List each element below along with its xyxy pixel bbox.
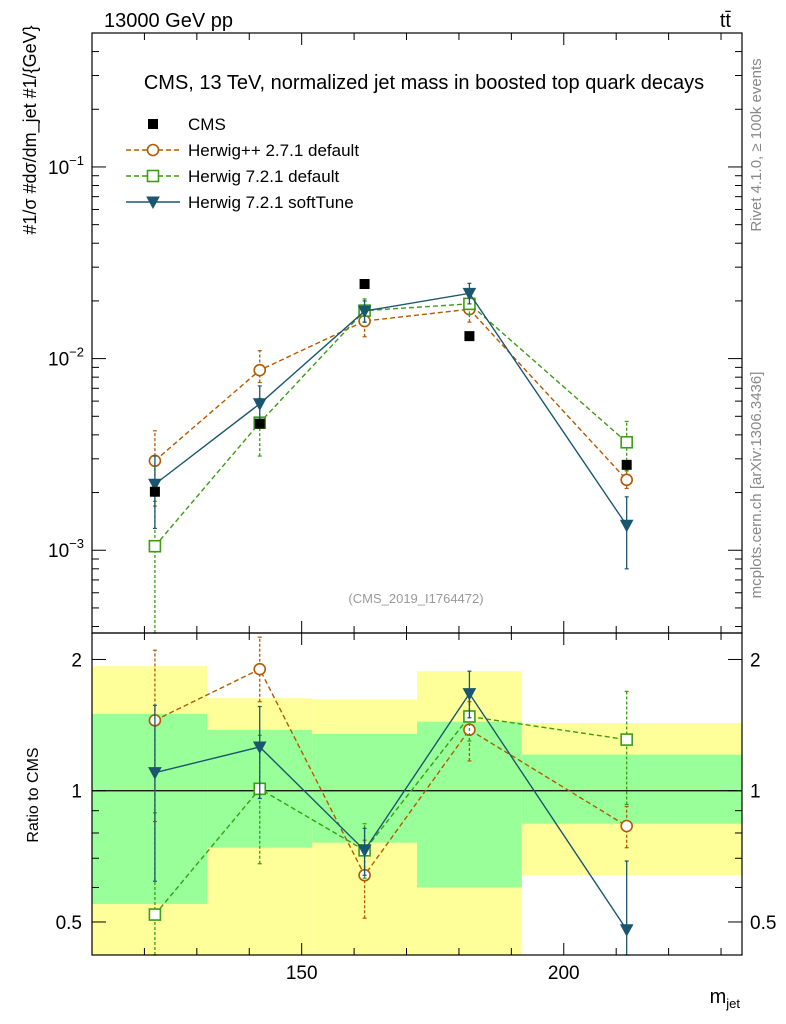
ratio-point xyxy=(148,908,162,921)
data-point xyxy=(148,539,162,553)
x-tick-label: 150 xyxy=(286,963,318,984)
rivet-version-text: Rivet 4.1.0, ≥ 100k events xyxy=(748,58,765,231)
data-point xyxy=(357,305,372,319)
ratio-tick-label-right: 2 xyxy=(750,650,761,671)
cms-point xyxy=(359,279,370,290)
ratio-band-inner xyxy=(92,713,208,904)
data-point xyxy=(252,398,267,411)
ratio-bands xyxy=(92,666,742,955)
ratio-point xyxy=(252,741,267,755)
ratio-point xyxy=(620,819,633,833)
data-point xyxy=(148,478,162,492)
cms-data xyxy=(149,279,632,497)
header-process-label: 13000 GeV pp xyxy=(104,10,233,32)
series-line xyxy=(154,303,628,547)
legend: CMS Herwig++ 2.7.1 default Herwig 7.2.1 de… xyxy=(126,115,359,212)
y-axis-title: #1/σ #dσ/dm_jet #1/{GeV} xyxy=(20,25,41,234)
cms-point xyxy=(149,486,160,497)
y-tick-label: 10−2 xyxy=(48,345,84,371)
legend-label: CMS xyxy=(188,115,226,134)
data-point xyxy=(253,363,267,377)
ratio-point xyxy=(253,662,267,676)
legend-entry: CMS xyxy=(148,115,226,134)
ratio-axis-title: Ratio to CMS xyxy=(25,747,42,842)
rivet-version-label: Rivet 4.1.0, ≥ 100k events xyxy=(748,58,765,231)
legend-entry: Herwig 7.2.1 default xyxy=(126,167,339,186)
legend-label: Herwig++ 2.7.1 default xyxy=(188,141,359,160)
legend-entry: Herwig++ 2.7.1 default xyxy=(126,141,359,160)
ratio-tick-label: 2 xyxy=(71,650,82,671)
ratio-point xyxy=(148,767,162,780)
ratio-point xyxy=(619,924,634,937)
y-tick-label: 10−3 xyxy=(48,536,84,562)
ratio-tick-label-right: 0.5 xyxy=(750,913,776,934)
ratio-tick-label: 0.5 xyxy=(56,913,82,934)
ratio-point xyxy=(462,688,477,701)
header-final-state-label: tt̄ xyxy=(720,10,732,32)
ratio-tick-label: 1 xyxy=(71,782,82,803)
cms-point xyxy=(621,459,632,470)
y-tick-label: 10−1 xyxy=(48,153,84,179)
data-point xyxy=(619,519,634,533)
ratio-tick-label-right: 1 xyxy=(750,782,761,803)
series-1 xyxy=(148,293,633,634)
ratio-band-inner xyxy=(521,754,742,824)
ratio-band-inner xyxy=(417,721,522,888)
cms-point xyxy=(254,418,265,429)
ratio-frame xyxy=(91,632,743,956)
ratio-point xyxy=(620,733,633,746)
data-point xyxy=(620,473,633,487)
mcplots-reference-label: mcplots.cern.ch [arXiv:1306.3436] xyxy=(748,372,765,599)
x-tick-label: 200 xyxy=(548,963,580,984)
data-point xyxy=(462,287,477,301)
legend-marker xyxy=(146,143,160,157)
legend-label: Herwig 7.2.1 default xyxy=(188,167,339,186)
mcplots-reference-text: mcplots.cern.ch [arXiv:1306.3436] xyxy=(748,372,765,599)
series-line xyxy=(154,308,628,481)
legend-marker xyxy=(148,119,158,129)
series-0 xyxy=(148,296,633,507)
chart-title: CMS, 13 TeV, normalized jet mass in boos… xyxy=(144,72,704,94)
legend-label: Herwig 7.2.1 softTune xyxy=(188,193,354,212)
main-series xyxy=(148,279,634,634)
legend-marker xyxy=(146,196,160,210)
data-point xyxy=(620,435,633,449)
legend-entry: Herwig 7.2.1 softTune xyxy=(126,193,354,212)
ratio-point xyxy=(357,844,372,858)
ratio-series-2 xyxy=(148,670,634,956)
legend-marker xyxy=(146,169,160,183)
ratio-axis-title-text: Ratio to CMS xyxy=(25,747,42,842)
x-axis-title: mjet xyxy=(710,986,741,1011)
y-axis-title-text: #1/σ #dσ/dm_jet #1/{GeV} xyxy=(20,25,41,234)
ratio-line xyxy=(154,715,627,916)
axes: 150 200 10−1 10−2 10−3 0.5 0.5 1 1 2 2 xyxy=(48,32,776,984)
ratio-series xyxy=(148,636,634,956)
series-line xyxy=(154,292,628,526)
ratio-band-inner xyxy=(312,733,417,843)
analysis-watermark: (CMS_2019_I1764472) xyxy=(348,591,483,606)
cms-point xyxy=(464,331,475,342)
series-2 xyxy=(148,282,634,570)
